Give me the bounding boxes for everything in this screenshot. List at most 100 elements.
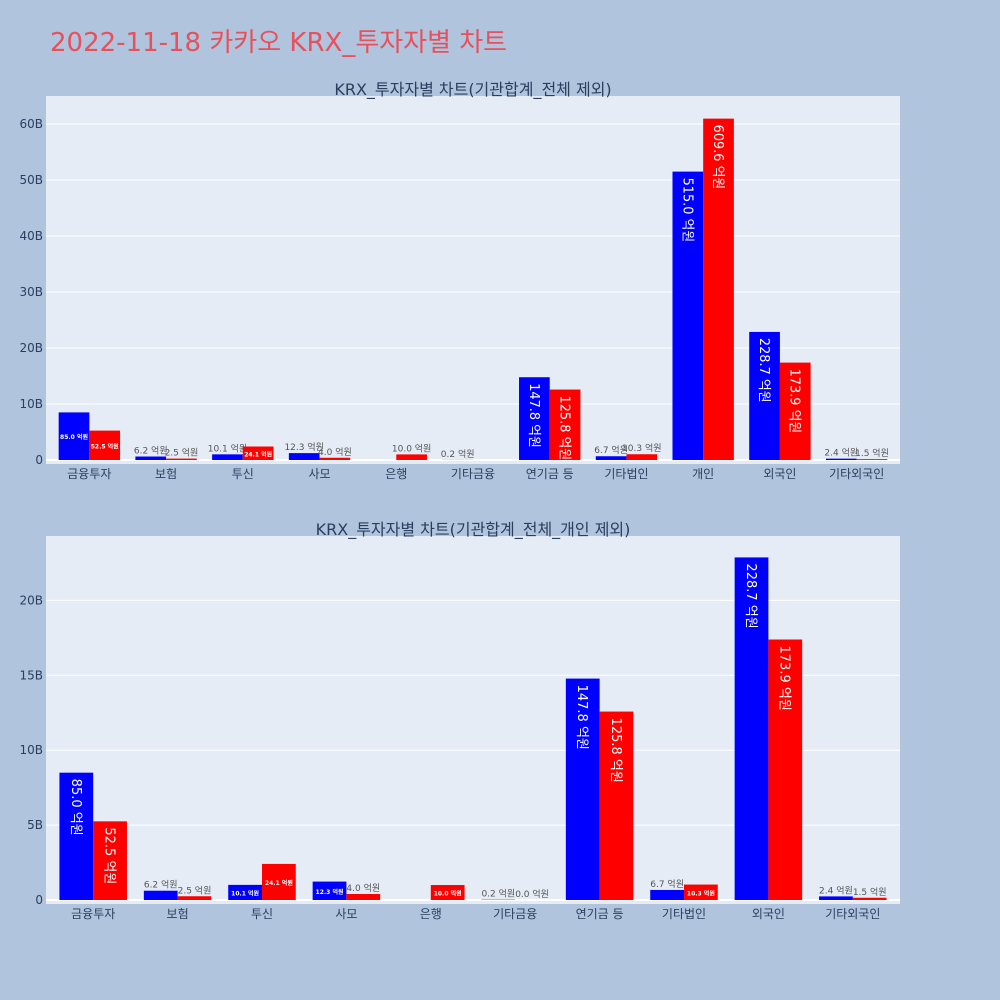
y-tick-label: 0	[35, 893, 43, 907]
bar-series-a	[312, 881, 347, 900]
x-tick-label: 연기금 등	[576, 907, 624, 921]
y-tick-label: 0	[35, 453, 43, 467]
bar-series-a	[519, 377, 550, 460]
y-tick-label: 30B	[19, 285, 43, 299]
data-label: 6.7 억원	[594, 444, 628, 456]
data-label: 2.5 억원	[178, 884, 212, 896]
bar-series-b	[89, 430, 121, 460]
bar-series-b	[177, 896, 212, 900]
data-label: 4.0 억원	[318, 446, 352, 458]
x-tick-label: 보험	[155, 467, 177, 481]
bar-series-b	[779, 362, 811, 460]
bar-series-a	[59, 772, 94, 900]
bar-series-b	[346, 894, 381, 900]
data-label: 4.0 억원	[346, 882, 380, 894]
x-tick-label: 은행	[385, 466, 407, 481]
bar-series-b	[684, 884, 718, 900]
bar-series-b	[262, 863, 296, 900]
data-label: 6.7 억원	[650, 878, 684, 890]
bar-series-a	[212, 454, 243, 460]
data-label: 147.8 억원	[526, 383, 541, 448]
bar-series-a	[595, 456, 627, 460]
x-tick-label: 사모	[308, 467, 330, 481]
x-tick-label: 기타외국인	[829, 467, 884, 481]
data-label: 0.2 억원	[441, 448, 475, 460]
data-label: 228.7 억원	[743, 563, 758, 628]
bar-series-b	[166, 458, 197, 460]
bar-series-a	[143, 890, 178, 900]
bar-series-b	[242, 446, 274, 460]
chart-title: KRX_투자자별 차트(기관합계_전체 제외)	[334, 80, 611, 100]
x-tick-label: 금융투자	[67, 467, 111, 481]
bar-series-b	[856, 459, 888, 460]
data-label: 609.6 억원	[710, 125, 725, 190]
bar-series-b	[703, 118, 734, 461]
chart-1: 0 10B 20B 30B 40B 50B 60B KRX_투자자별 차트(기관합계_전체 제…	[19, 80, 900, 481]
data-label: 10.0 억원	[434, 890, 462, 898]
bar-series-a	[228, 884, 262, 900]
y-tick-label: 60B	[19, 117, 43, 131]
x-tick-label: 투신	[251, 907, 273, 921]
data-label: 0.2 억원	[481, 888, 515, 900]
bar-series-a	[734, 557, 769, 900]
bar-series-b	[549, 389, 581, 460]
bar-series-b	[626, 454, 658, 460]
x-tick-label: 기타금융	[451, 467, 495, 481]
data-label: 24.1 억원	[244, 450, 272, 458]
x-tick-label: 기타외국인	[825, 907, 880, 921]
data-label: 2.4 억원	[819, 884, 853, 896]
x-tick-label: 은행	[420, 906, 442, 921]
bar-series-b	[599, 711, 634, 900]
bar-series-b	[93, 821, 127, 900]
bar-series-a	[565, 678, 600, 900]
y-tick-label: 10B	[19, 397, 43, 411]
bar-series-b	[319, 457, 351, 460]
data-label: 85.0 억원	[60, 433, 88, 441]
data-label: 52.5 억원	[91, 442, 119, 450]
data-label: 515.0 억원	[679, 178, 694, 243]
data-label: 0.0 억원	[515, 888, 549, 900]
y-tick-label: 20B	[19, 341, 43, 355]
bar-series-a	[672, 171, 704, 460]
x-tick-label: 투신	[232, 467, 254, 481]
data-label: 10.0 억원	[392, 442, 431, 454]
y-tick-label: 50B	[19, 173, 43, 187]
x-tick-label: 외국인	[752, 907, 785, 921]
data-label: 125.8 억원	[608, 718, 623, 783]
bar-series-b	[396, 454, 427, 460]
data-label: 85.0 억원	[68, 779, 83, 836]
y-tick-label: 20B	[19, 593, 43, 607]
data-label: 2.4 억원	[824, 447, 858, 459]
data-label: 125.8 억원	[557, 396, 572, 461]
page-title: 2022-11-18 카카오 KRX_투자자별 차트	[50, 28, 508, 58]
bar-series-a	[749, 331, 780, 460]
bar-series-a	[288, 453, 320, 460]
y-tick-label: 15B	[19, 668, 43, 682]
y-tick-label: 10B	[19, 743, 43, 757]
x-tick-label: 연기금 등	[526, 467, 574, 481]
x-tick-label: 금융투자	[71, 907, 115, 921]
bar-series-a	[825, 458, 857, 460]
data-label: 52.5 억원	[102, 827, 117, 884]
data-label: 10.1 억원	[231, 889, 259, 897]
data-label: 6.2 억원	[144, 879, 178, 891]
data-label: 6.2 억원	[134, 445, 168, 457]
bar-series-b	[852, 897, 887, 900]
data-label: 1.5 억원	[855, 447, 889, 459]
bar-series-a	[135, 456, 167, 460]
x-tick-label: 사모	[335, 907, 357, 921]
data-label: 1.5 억원	[853, 886, 887, 898]
chart-2: 0 5B 10B 15B 20B KRX_투자자별 차트(기관합계_전체_개인 제외) 금융…	[19, 520, 900, 921]
x-tick-label: 기타법인	[604, 467, 648, 481]
x-tick-label: 개인	[692, 467, 714, 481]
x-tick-label: 보험	[167, 907, 189, 921]
data-label: 228.7 억원	[756, 338, 771, 403]
data-label: 10.3 억원	[622, 442, 661, 454]
data-label: 147.8 억원	[574, 685, 589, 750]
data-label: 10.3 억원	[687, 889, 715, 897]
x-tick-label: 외국인	[763, 467, 796, 481]
bar-series-b	[430, 885, 465, 900]
y-tick-label: 5B	[27, 818, 43, 832]
x-tick-label: 기타금융	[493, 907, 537, 921]
